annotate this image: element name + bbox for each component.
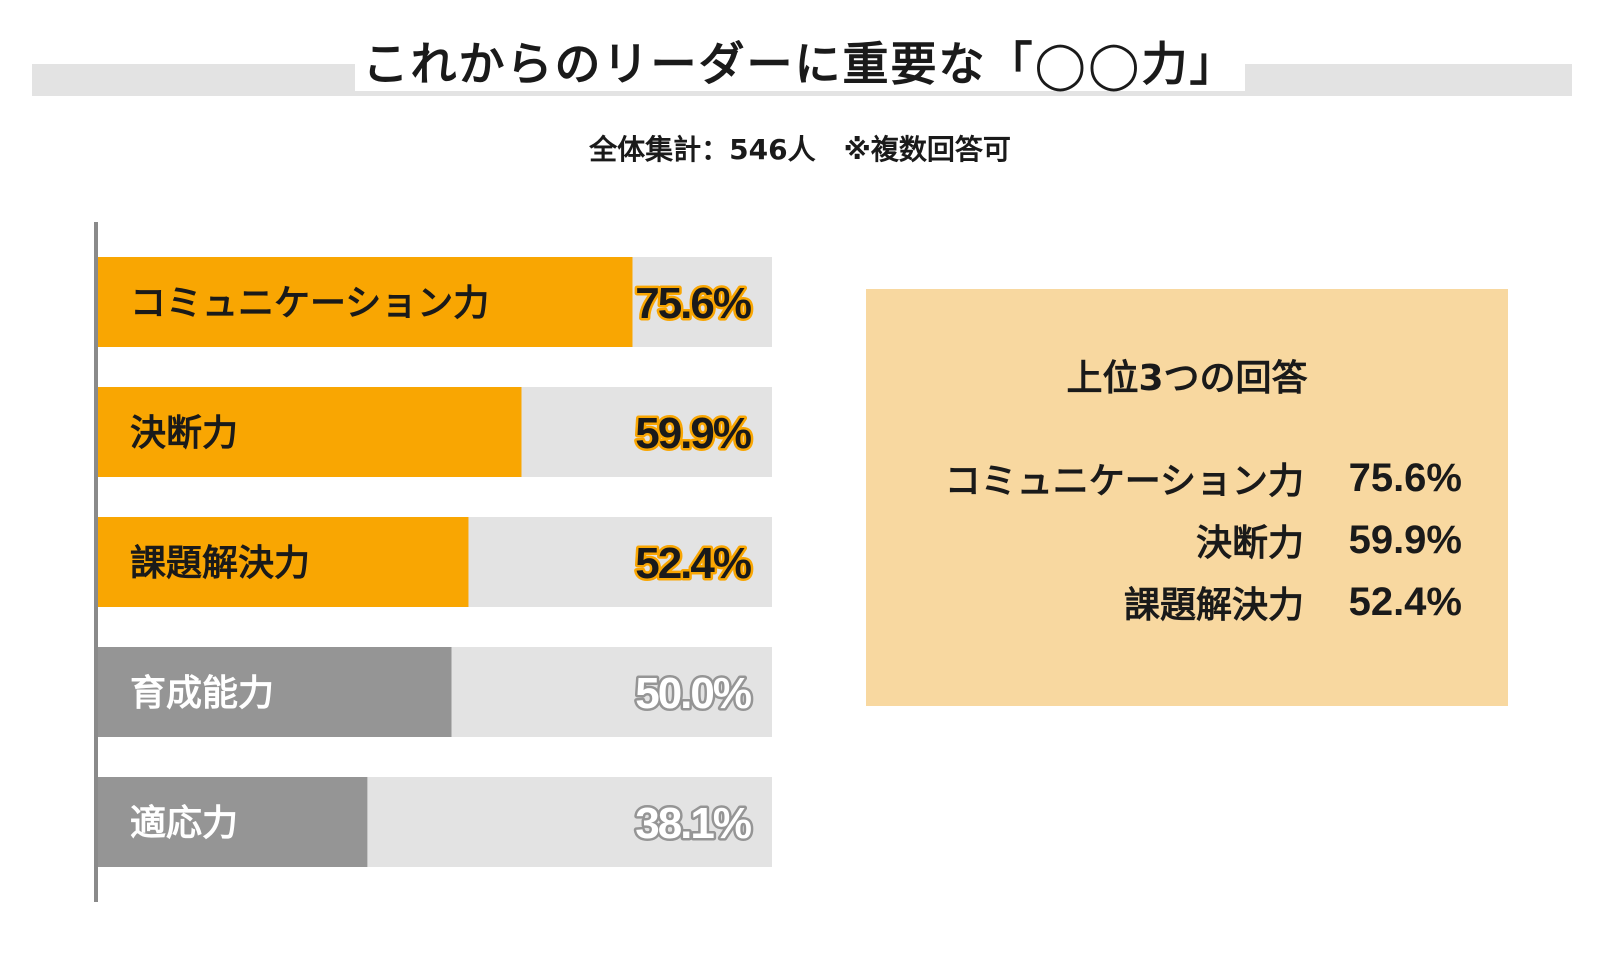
top3-row: 課題解決力 52.4% [1124,577,1462,627]
bar-value-label: 38.1% [635,799,751,848]
bar-category-label: 決断力 [130,413,238,454]
top3-panel: 上位3つの回答 コミュニケーション力 75.6% 決断力 59.9% 課題解決力… [866,289,1508,706]
bar [98,257,633,347]
bar-category-label: 育成能力 [130,673,274,714]
bar [98,777,368,867]
bar-chart: コミュニケーション力 75.6% 決断力 59.9% 課題解決力 52.4% 育成能力 50.… [94,222,772,902]
bar-category-label: コミュニケーション力 [130,283,489,324]
bar [98,387,522,477]
bar-category-label: 適応力 [130,803,238,844]
bar-value-label: 50.0% [635,669,751,718]
top3-title: 上位3つの回答 [1066,358,1308,399]
bar-value-label: 59.9% [635,409,751,458]
top3-value: 52.4% [1348,579,1462,624]
bar [98,517,469,607]
top3-name: コミュニケーション力 [944,461,1304,502]
chart-subtitle: 全体集計：546人 ※複数回答可 [589,133,1011,166]
bar-category-label: 課題解決力 [130,543,310,584]
chart-title: これからのリーダーに重要な「◯◯力」 [0,28,1600,94]
top3-value: 59.9% [1348,517,1462,562]
top3-name: 決断力 [1195,523,1304,564]
bar-value-label: 52.4% [635,539,751,588]
chart-title-text: これからのリーダーに重要な「◯◯力」 [354,37,1246,91]
top3-value: 75.6% [1348,455,1462,500]
top3-row: 決断力 59.9% [1196,515,1462,565]
bar [98,647,452,737]
top3-name: 課題解決力 [1123,585,1304,626]
bar-value-label: 75.6% [635,279,751,328]
top3-row: コミュニケーション力 75.6% [945,453,1462,503]
